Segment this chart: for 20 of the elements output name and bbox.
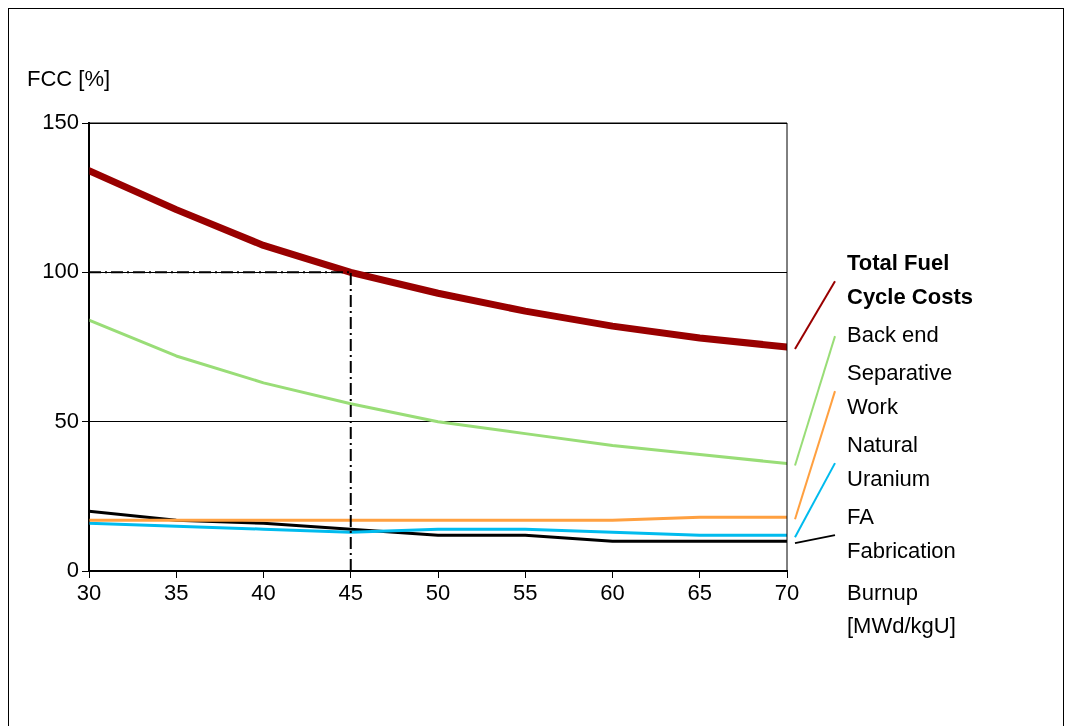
- text: Natural Uranium: [847, 432, 931, 492]
- y-tick-label: 150: [42, 109, 79, 135]
- x-tick-label: 40: [251, 580, 276, 606]
- y-tick-label: 0: [66, 557, 79, 583]
- x-tick-label: 45: [338, 580, 363, 606]
- text: Separative Work: [847, 360, 953, 420]
- x-tick-label: 65: [687, 580, 712, 606]
- y-tick-label: 100: [42, 258, 79, 284]
- y-tick-label: 50: [54, 407, 79, 433]
- x-tick-label: 60: [600, 580, 625, 606]
- x-tick-label: 30: [76, 580, 102, 606]
- x-tick-label: 55: [513, 580, 538, 606]
- y-axis-title: FCC [%]: [27, 66, 111, 92]
- x-tick-label: 50: [425, 580, 451, 606]
- text: Total Fuel Cycle Costs: [847, 250, 973, 310]
- x-tick-label: 70: [774, 580, 800, 606]
- legend-label: FA Fabrication: [847, 504, 956, 564]
- x-axis-title: Burnup [MWd/kgU]: [847, 580, 956, 639]
- x-tick-label: 35: [164, 580, 189, 606]
- text: Back end: [847, 322, 939, 348]
